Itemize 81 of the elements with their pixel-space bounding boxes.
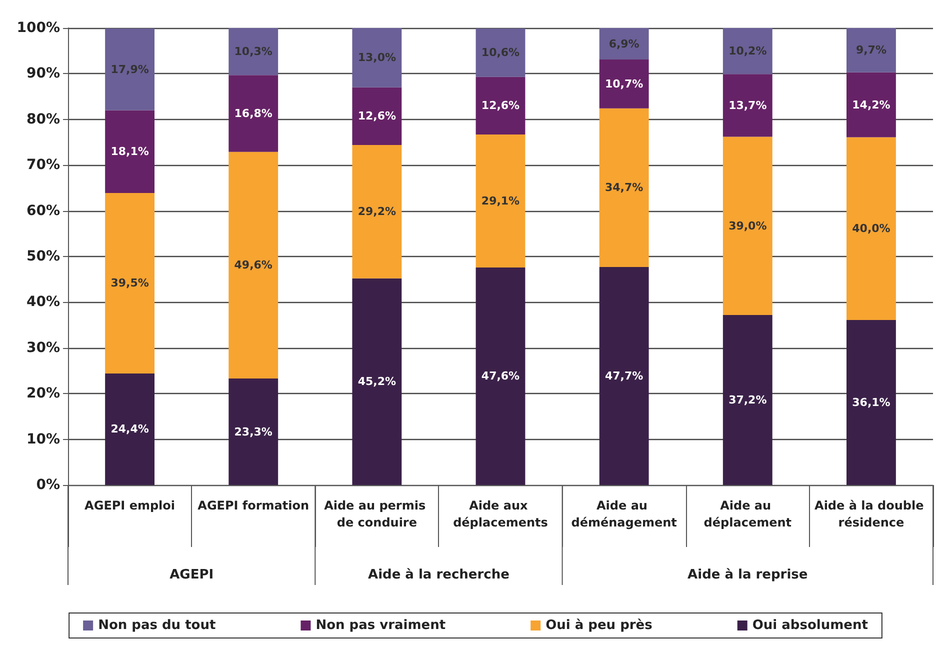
legend-label: Non pas du tout xyxy=(98,618,216,633)
legend-label: Non pas vraiment xyxy=(316,618,446,633)
bar xyxy=(846,137,896,320)
data-label: 40,0% xyxy=(852,222,890,236)
bar xyxy=(228,378,278,485)
data-label: 9,7% xyxy=(856,44,886,57)
y-tick-label: 80% xyxy=(26,111,60,128)
bar xyxy=(352,144,402,278)
bar xyxy=(228,28,278,76)
data-label: 18,1% xyxy=(110,145,149,158)
x-tick-label: Aide aux déplacements xyxy=(453,498,548,530)
bar xyxy=(846,72,896,138)
bar xyxy=(105,28,154,110)
text: AGEPI xyxy=(170,568,214,582)
data-label: 10,2% xyxy=(728,44,767,58)
data-label: 36,1% xyxy=(852,396,890,410)
x-tick-label: Aide au permis de conduire xyxy=(324,498,430,530)
data-label: 10,7% xyxy=(604,77,644,90)
data-label: 12,6% xyxy=(481,99,520,112)
bar xyxy=(476,267,526,485)
y-tick-label: 30% xyxy=(26,340,60,356)
data-label: 29,1% xyxy=(481,194,520,208)
bar xyxy=(105,373,154,485)
data-label: 23,3% xyxy=(234,425,272,438)
data-label: 12,6% xyxy=(358,110,396,123)
y-tick-label: 20% xyxy=(26,386,60,402)
data-label: 16,8% xyxy=(234,106,272,120)
data-label: 47,6% xyxy=(481,370,520,383)
data-label: 10,3% xyxy=(234,45,272,58)
x-tick-label: Aide à la double résidence xyxy=(814,498,928,530)
x-tick-label: Aide au déménagement xyxy=(571,498,678,530)
bar xyxy=(476,76,526,134)
legend-label: Oui à peu près xyxy=(546,618,653,633)
data-label: 39,0% xyxy=(728,219,767,232)
data-label: 6,9% xyxy=(608,37,640,50)
data-label: 37,2% xyxy=(728,394,767,406)
y-tick-label: 50% xyxy=(26,248,60,264)
data-label: 10,6% xyxy=(481,46,520,60)
bar xyxy=(846,28,896,72)
bar xyxy=(846,320,896,485)
bar xyxy=(722,136,772,315)
data-label: 45,2% xyxy=(358,375,396,388)
y-tick-label: 90% xyxy=(26,66,60,82)
bar xyxy=(599,28,649,60)
bar xyxy=(352,278,402,485)
bar xyxy=(476,28,526,77)
data-label: 34,7% xyxy=(604,181,644,194)
x-tick-label: AGEPI emploi xyxy=(84,498,176,512)
text: Aide à la recherche xyxy=(368,568,510,582)
x-tick-label: Aide au déplacement xyxy=(704,498,792,530)
bar xyxy=(105,110,154,193)
bar xyxy=(599,267,649,485)
data-label: 49,6% xyxy=(234,258,272,272)
bar xyxy=(476,134,526,268)
bar xyxy=(352,28,402,88)
bar xyxy=(599,60,649,108)
bar xyxy=(352,87,402,145)
y-tick-label: 10% xyxy=(26,431,60,448)
bar xyxy=(105,192,154,374)
bar xyxy=(228,75,278,152)
text: Aide à la reprise xyxy=(688,568,808,582)
bar xyxy=(722,314,772,485)
y-tick-label: 70% xyxy=(26,157,60,174)
data-label: 29,2% xyxy=(358,205,396,218)
data-label: 39,5% xyxy=(110,276,149,290)
y-tick-label: 100% xyxy=(16,20,60,36)
bar xyxy=(722,74,772,137)
y-tick-label: 0% xyxy=(36,477,60,493)
bar xyxy=(599,108,649,268)
data-label: 13,0% xyxy=(358,51,396,64)
y-tick-label: 60% xyxy=(26,202,60,219)
y-tick-label: 40% xyxy=(26,294,60,310)
data-label: 13,7% xyxy=(728,98,767,112)
data-label: 14,2% xyxy=(852,98,890,112)
x-tick-label: AGEPI formation xyxy=(198,498,310,512)
legend-label: Oui absolument xyxy=(752,618,868,633)
data-label: 47,7% xyxy=(604,370,644,383)
bar xyxy=(722,28,772,74)
data-label: 24,4% xyxy=(110,422,149,436)
data-label: 17,9% xyxy=(110,62,149,76)
bar xyxy=(228,152,278,379)
